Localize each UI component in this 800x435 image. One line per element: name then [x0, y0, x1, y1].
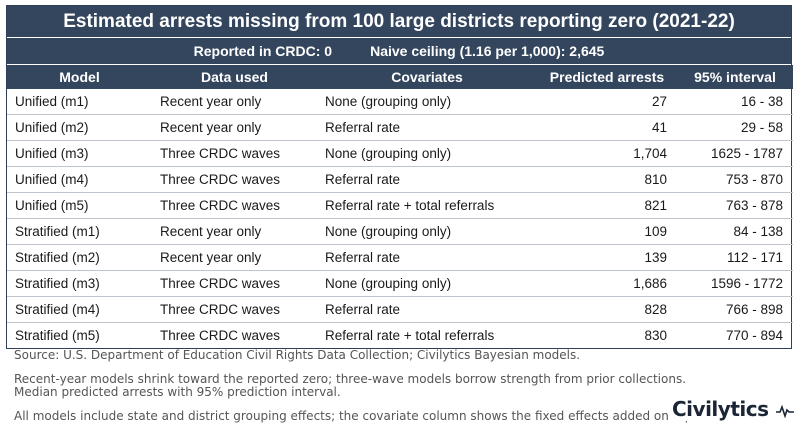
reported-count: Reported in CRDC: 0	[193, 43, 333, 59]
predicted-arrests-cell: 109	[537, 218, 677, 245]
column-header-interval: 95% interval	[677, 65, 793, 89]
interval-cell: 1625 - 1787	[677, 140, 793, 167]
predicted-arrests-cell: 27	[651, 94, 667, 109]
interval-cell: 763 - 878	[677, 192, 793, 219]
data-used-cell: Recent year only	[152, 114, 317, 141]
pulse-line-icon	[775, 404, 794, 419]
interval-cell: 112 - 171	[677, 244, 793, 271]
model-cell: Stratified (m4)	[7, 296, 152, 323]
table-row: Stratified (m4) Three CRDC waves Referral …	[7, 296, 793, 323]
column-header-model: Model	[7, 65, 152, 89]
data-used-cell: Recent year only	[152, 218, 317, 245]
civilytics-logo: Civilytics	[672, 397, 796, 421]
table-row: Unified (m2) Recent year only Referral rat…	[7, 114, 793, 141]
method-note: Recent-year models shrink toward the rep…	[14, 372, 687, 399]
covariates-cell: Referral rate	[317, 296, 537, 323]
table-row: Stratified (m2) Recent year only Referral …	[7, 244, 793, 271]
column-header-predicted-arrests: Predicted arrests	[537, 65, 677, 89]
covariates-cell: None (grouping only)	[317, 218, 537, 245]
data-used-cell: Three CRDC waves	[152, 322, 317, 348]
data-used-cell: Three CRDC waves	[152, 296, 317, 323]
data-used-cell: Three CRDC waves	[152, 140, 317, 167]
arrests-table-frame: Estimated arrests missing from 100 large…	[6, 5, 793, 349]
predicted-arrests-cell: 828	[537, 296, 677, 323]
table-subtitle: Reported in CRDC: 0 Naive ceiling (1.16 p…	[7, 38, 791, 65]
model-cell: Unified (m3)	[7, 140, 152, 167]
interval-cell: 16 - 38	[740, 94, 783, 109]
table-row: Stratified (m3) Three CRDC waves None (gro…	[7, 270, 793, 297]
table-body: Unified (m1) Recent year only None (groupi…	[7, 89, 793, 348]
covariates-cell: Referral rate	[317, 244, 537, 271]
grouping-note: All models include state and district gr…	[14, 409, 697, 423]
source-note: Source: U.S. Department of Education Civ…	[14, 348, 581, 362]
estimates-table: Model Data used Covariates Predicted arr…	[7, 65, 793, 348]
table-row: Unified (m4) Three CRDC waves Referral rat…	[7, 166, 793, 193]
column-header-covariates: Covariates	[317, 65, 537, 89]
predicted-arrests-cell: 830	[537, 322, 677, 348]
data-used-cell: Recent year only	[160, 94, 262, 109]
interval-cell: 84 - 138	[677, 218, 793, 245]
covariates-cell: Referral rate + total referrals	[317, 192, 537, 219]
data-used-cell: Three CRDC waves	[152, 192, 317, 219]
data-used-cell: Three CRDC waves	[152, 270, 317, 297]
table-row: Unified (m5) Three CRDC waves Referral rat…	[7, 192, 793, 219]
model-cell: Unified (m5)	[7, 192, 152, 219]
table-title: Estimated arrests missing from 100 large…	[7, 6, 791, 38]
covariates-cell: None (grouping only)	[317, 270, 537, 297]
column-header-data-used: Data used	[152, 65, 317, 89]
model-cell: Unified (m4)	[7, 166, 152, 193]
table-row: Unified (m1) Recent year only None (groupi…	[7, 89, 793, 115]
interval-cell: 1596 - 1772	[677, 270, 793, 297]
predicted-arrests-cell: 139	[537, 244, 677, 271]
covariates-cell: None (grouping only)	[325, 94, 452, 109]
table-row: Stratified (m1) Recent year only None (gro…	[7, 218, 793, 245]
predicted-arrests-cell: 41	[537, 114, 677, 141]
interval-cell: 29 - 58	[677, 114, 793, 141]
model-cell: Stratified (m3)	[7, 270, 152, 297]
covariates-cell: Referral rate	[317, 166, 537, 193]
data-used-cell: Recent year only	[152, 244, 317, 271]
interval-cell: 770 - 894	[677, 322, 793, 348]
covariates-cell: None (grouping only)	[317, 140, 537, 167]
predicted-arrests-cell: 1,686	[537, 270, 677, 297]
model-cell: Stratified (m1)	[7, 218, 152, 245]
interval-cell: 766 - 898	[677, 296, 793, 323]
naive-ceiling: Naive ceiling (1.16 per 1,000): 2,645	[370, 43, 605, 59]
predicted-arrests-cell: 1,704	[537, 140, 677, 167]
model-cell: Unified (m1)	[15, 94, 89, 109]
data-used-cell: Three CRDC waves	[152, 166, 317, 193]
model-cell: Stratified (m5)	[7, 322, 152, 348]
table-row: Unified (m3) Three CRDC waves None (groupi…	[7, 140, 793, 167]
predicted-arrests-cell: 821	[537, 192, 677, 219]
table-header-row: Model Data used Covariates Predicted arr…	[7, 65, 793, 89]
model-cell: Unified (m2)	[7, 114, 152, 141]
logo-text: Civilytics	[672, 397, 769, 421]
interval-cell: 753 - 870	[677, 166, 793, 193]
predicted-arrests-cell: 810	[537, 166, 677, 193]
covariates-cell: Referral rate + total referrals	[317, 322, 537, 348]
table-row: Stratified (m5) Three CRDC waves Referral …	[7, 322, 793, 348]
model-cell: Stratified (m2)	[7, 244, 152, 271]
covariates-cell: Referral rate	[317, 114, 537, 141]
